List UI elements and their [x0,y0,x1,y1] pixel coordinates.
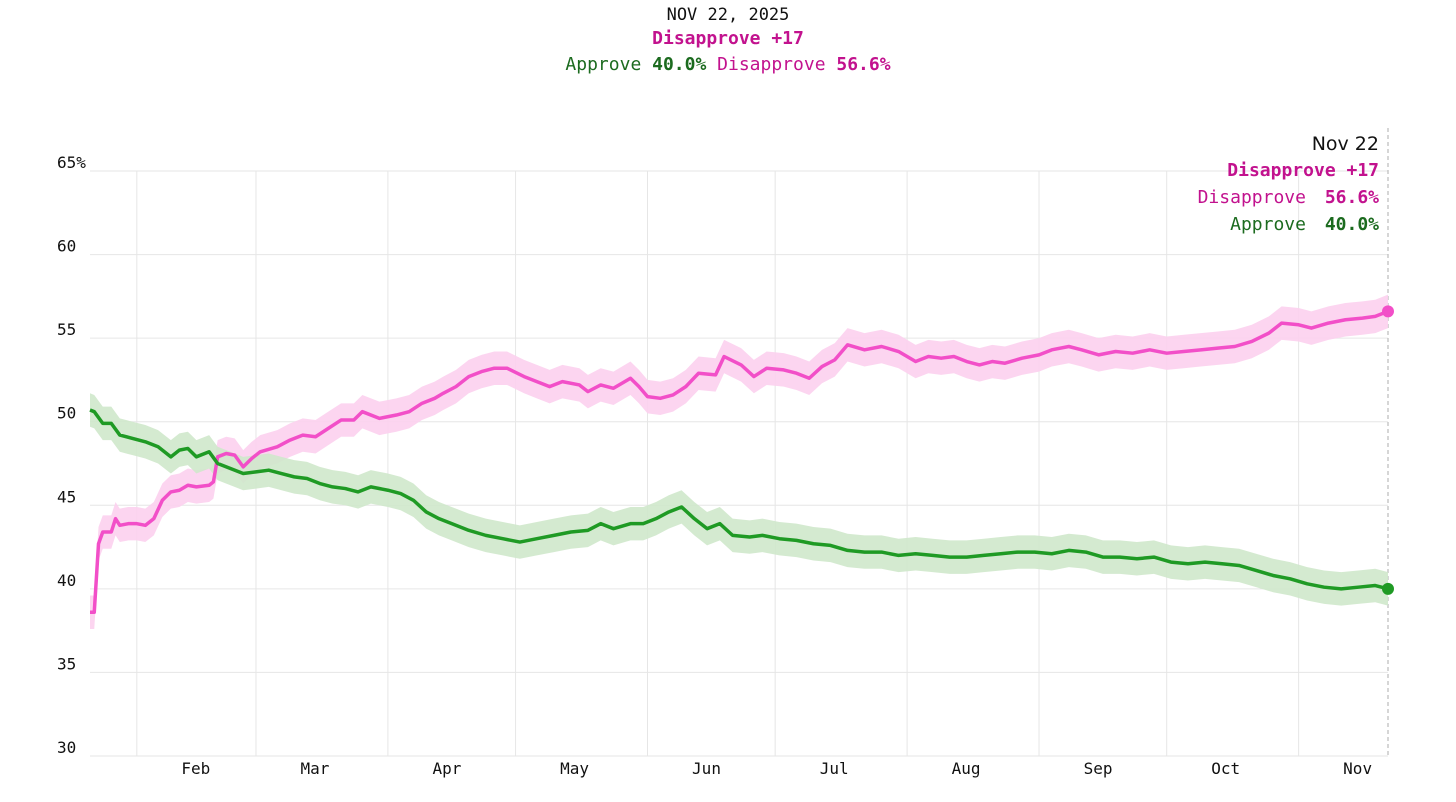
x-tick-label: Feb [181,759,210,778]
disapprove-line [90,309,1389,615]
approve-uncertainty-band [90,393,1388,606]
annotation-approve-value: 40.0% [1325,214,1379,235]
band-layer [90,294,1388,629]
y-tick-label: 45 [57,487,76,506]
x-tick-label: May [560,759,589,778]
header-approve-label: Approve [565,54,642,75]
annotation-disapprove: Disapprove 56.6% [1198,187,1380,208]
x-tick-label: Mar [301,759,330,778]
chart-header: NOV 22, 2025 Disapprove +17 Approve 40.0… [0,4,1456,78]
x-tick-label: Jul [820,759,849,778]
header-approve-value: 40.0% [652,54,707,75]
annotation-approve-label: Approve [1230,214,1306,235]
tick-layer: 65% 60 55 50 45 40 35 30 Feb Mar Apr May Jun Jul Aug Se… [57,153,1372,778]
header-values: Approve 40.0% Disapprove 56.6% [0,52,1456,78]
annotation-layer: Nov 22 Disapprove +17 Disapprove 56.6% A… [1198,133,1380,235]
header-net-label: Disapprove +17 [652,28,804,49]
header-disapprove-label: Disapprove [717,54,826,75]
x-tick-label: Apr [432,759,461,778]
x-tick-label: Aug [952,759,981,778]
approve-end-point [1382,582,1394,595]
annotation-approve: Approve 40.0% [1230,214,1379,235]
y-tick-label: 35 [57,654,76,673]
x-tick-label: Jun [692,759,721,778]
y-tick-label: 30 [57,738,76,757]
y-tick-label: 55 [57,320,76,339]
annotation-disapprove-value: 56.6% [1325,187,1379,208]
annotation-disapprove-label: Disapprove [1198,187,1306,208]
header-disapprove-value: 56.6% [836,54,891,75]
y-tick-label: 65% [57,153,86,172]
y-tick-label: 60 [57,237,76,256]
line-layer [89,305,1394,615]
x-tick-label: Oct [1211,759,1240,778]
annotation-date: Nov 22 [1312,133,1379,155]
approve-line [89,408,1389,591]
x-tick-label: Sep [1084,759,1113,778]
disapprove-uncertainty-band [90,294,1388,629]
y-tick-label: 50 [57,404,76,423]
header-date: NOV 22, 2025 [666,5,790,25]
annotation-net-label: Disapprove +17 [1227,160,1379,181]
y-tick-label: 40 [57,571,76,590]
x-tick-label: Nov [1343,759,1372,778]
disapprove-end-point [1382,305,1394,318]
